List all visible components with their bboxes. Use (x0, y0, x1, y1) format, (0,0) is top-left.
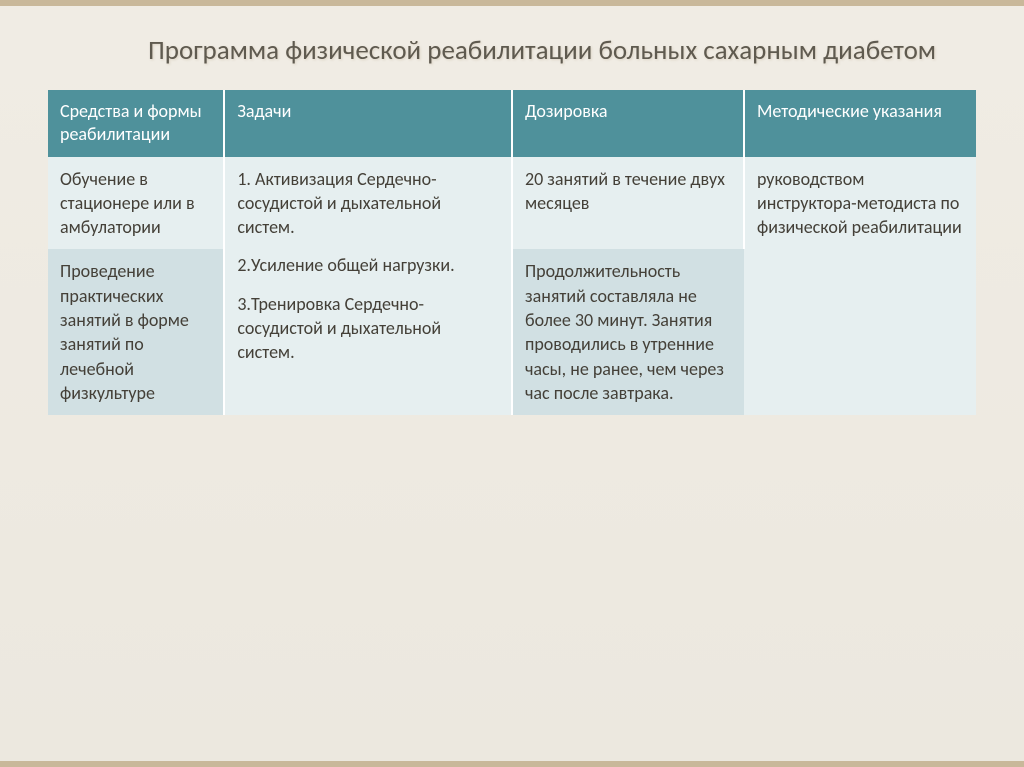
task-item: 1. Активизация Сердечно-сосудистой и дых… (237, 167, 499, 240)
task-item: 2.Усиление общей нагрузки. (237, 253, 499, 277)
col-header-means: Средства и формы реабилитации (48, 90, 224, 157)
cell-tasks: 1. Активизация Сердечно-сосудистой и дых… (224, 157, 512, 416)
task-item: 3.Тренировка Сердечно-сосудистой и дыхат… (237, 292, 499, 365)
cell-dosage-1: 20 занятий в течение двух месяцев (512, 157, 744, 250)
table-row: Обучение в стационере или в амбулатории … (48, 157, 976, 250)
col-header-tasks: Задачи (224, 90, 512, 157)
slide: Программа физической реабилитации больны… (0, 0, 1024, 767)
rehab-table: Средства и формы реабилитации Задачи Доз… (48, 90, 976, 415)
slide-title: Программа физической реабилитации больны… (48, 34, 976, 68)
table-header-row: Средства и формы реабилитации Задачи Доз… (48, 90, 976, 157)
col-header-guidance: Методические указания (744, 90, 976, 157)
cell-means-2: Проведение практических занятий в форме … (48, 249, 224, 415)
cell-guidance-1: руководством инструктора-методиста по фи… (744, 157, 976, 416)
cell-dosage-2: Продолжительность занятий составляла не … (512, 249, 744, 415)
cell-means-1: Обучение в стационере или в амбулатории (48, 157, 224, 250)
col-header-dosage: Дозировка (512, 90, 744, 157)
